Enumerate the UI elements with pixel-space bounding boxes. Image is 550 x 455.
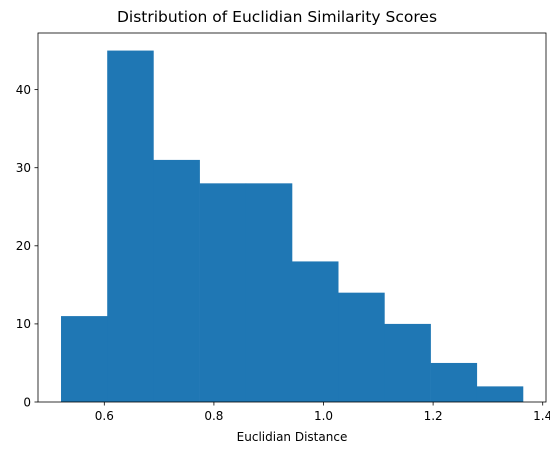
chart-title: Distribution of Euclidian Similarity Sco…	[117, 8, 437, 26]
histogram-bar	[61, 316, 108, 402]
histogram-bar	[153, 159, 200, 402]
histogram-bar	[292, 261, 339, 402]
plot-frame	[37, 32, 547, 403]
x-tick-label: 1.0	[314, 409, 333, 423]
x-tick-label: 0.6	[95, 409, 114, 423]
x-tick-label: 1.4	[533, 409, 550, 423]
histogram-bar	[199, 183, 247, 402]
histogram-bar	[245, 183, 293, 402]
histogram-bar	[430, 362, 478, 402]
y-tick-label: 10	[16, 317, 31, 331]
x-axis-ticks: 0.6 0.8 1.0 1.2 1.4	[95, 402, 550, 423]
histogram-bar	[107, 50, 154, 402]
x-tick-label: 1.2	[424, 409, 443, 423]
histogram-bar	[476, 386, 524, 402]
bars-group	[61, 50, 524, 402]
x-axis-label: Euclidian Distance	[237, 430, 348, 444]
y-tick-label: 0	[23, 395, 31, 409]
y-axis-ticks: 0 10 20 30 40	[16, 83, 38, 409]
histogram-bar	[384, 323, 431, 402]
y-tick-label: 30	[16, 161, 31, 175]
y-tick-label: 20	[16, 239, 31, 253]
histogram-bar	[338, 292, 385, 402]
y-tick-label: 40	[16, 83, 31, 97]
x-tick-label: 0.8	[204, 409, 223, 423]
